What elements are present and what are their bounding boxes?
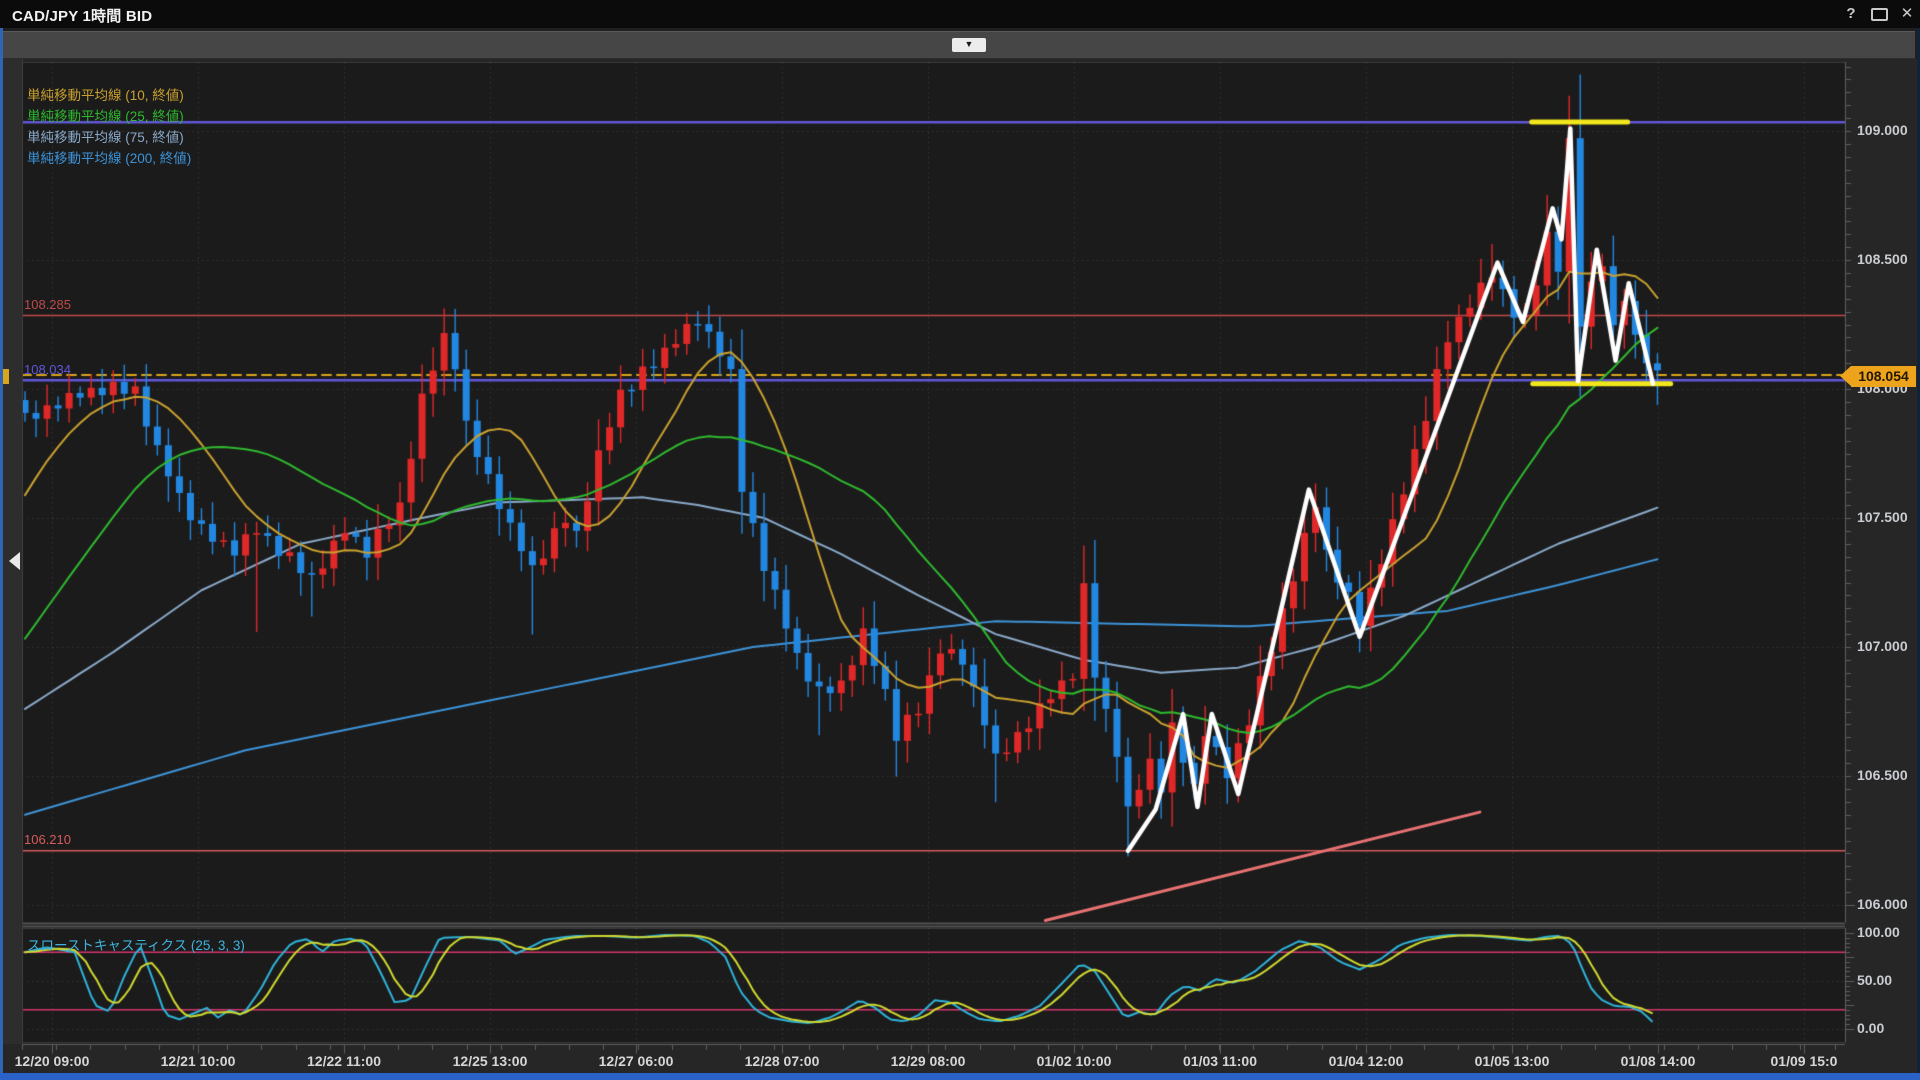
time-axis-label: 01/08 14:00 [1620, 1053, 1696, 1069]
time-axis-label: 01/04 12:00 [1328, 1053, 1404, 1069]
price-axis-label: 106.000 [1857, 896, 1908, 912]
price-tag-arrow-icon [1840, 366, 1851, 386]
ma-legend: 単純移動平均線 (10, 終値) 単純移動平均線 (25, 終値) 単純移動平均線 … [27, 84, 191, 168]
stochastic-axis-label: 0.00 [1857, 1020, 1885, 1036]
stochastic-axis-label: 50.00 [1857, 972, 1893, 988]
legend-item-sma200: 単純移動平均線 (200, 終値) [27, 151, 192, 166]
time-axis-label: 12/21 10:00 [160, 1053, 236, 1069]
scroll-left-arrow-icon[interactable] [9, 552, 20, 570]
stochastic-axis-label: 100.00 [1857, 924, 1900, 940]
price-line-label: 108.285 [24, 296, 71, 312]
time-axis-label: 12/28 07:00 [744, 1053, 820, 1069]
close-icon[interactable]: ✕ [1900, 5, 1914, 22]
price-anchor-mark [3, 369, 9, 384]
time-axis-label: 12/25 13:00 [452, 1053, 528, 1069]
window-titlebar: CAD/JPY 1時間 BID ? ✕ [0, 0, 1920, 28]
window-right-edge [1917, 28, 1920, 1080]
legend-item-sma75: 単純移動平均線 (75, 終値) [27, 130, 184, 145]
window-left-edge [0, 28, 3, 1080]
price-line-label: 108.034 [24, 361, 71, 377]
time-axis-label: 01/09 15:0 [1770, 1053, 1838, 1069]
time-axis-label: 12/20 09:00 [14, 1053, 90, 1069]
chevron-down-icon: ▼ [964, 39, 974, 49]
current-price-tag: 108.054 [1840, 366, 1916, 387]
price-axis-label: 109.000 [1857, 122, 1908, 138]
legend-item-sma25: 単純移動平均線 (25, 終値) [27, 109, 184, 124]
legend-item-sma10: 単純移動平均線 (10, 終値) [27, 88, 184, 103]
window-title: CAD/JPY 1時間 BID [12, 8, 153, 25]
price-axis-label: 106.500 [1857, 767, 1908, 783]
current-price-value: 108.054 [1858, 368, 1909, 384]
window-bottom-edge [0, 1073, 1920, 1080]
time-axis-label: 01/03 11:00 [1183, 1053, 1257, 1069]
time-axis-label: 12/22 11:00 [307, 1053, 381, 1069]
left-gutter [3, 59, 23, 1044]
time-axis-label: 01/02 10:00 [1036, 1053, 1112, 1069]
time-axis-label: 01/05 13:00 [1474, 1053, 1550, 1069]
toolbar-collapse-button[interactable]: ▼ [952, 38, 986, 52]
price-axis-label: 107.500 [1857, 509, 1908, 525]
maximize-glyph [1870, 8, 1888, 21]
maximize-icon[interactable] [1868, 4, 1890, 24]
stochastic-legend: スローストキャスティクス (25, 3, 3) [27, 938, 245, 953]
price-axis-label: 107.000 [1857, 638, 1908, 654]
time-axis-label: 12/29 08:00 [890, 1053, 966, 1069]
time-axis-label: 12/27 06:00 [598, 1053, 674, 1069]
price-line-label: 106.210 [24, 832, 71, 848]
price-axis-label: 108.500 [1857, 251, 1908, 267]
help-icon[interactable]: ? [1846, 5, 1856, 22]
toolbar: ▼ [3, 31, 1915, 59]
